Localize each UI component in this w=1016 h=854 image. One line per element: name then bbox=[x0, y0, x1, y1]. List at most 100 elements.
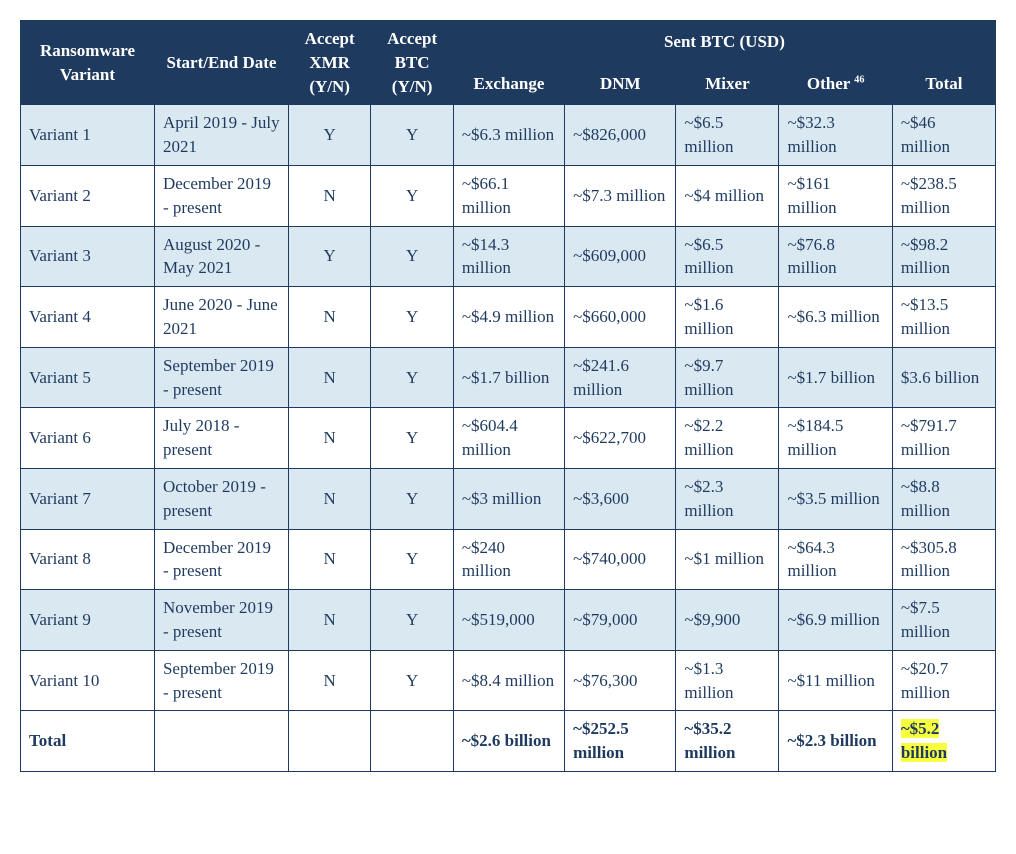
cell-btc: Y bbox=[371, 529, 453, 590]
cell-date: September 2019 - present bbox=[154, 650, 288, 711]
table-row: Variant 3August 2020 - May 2021YY~$14.3 … bbox=[21, 226, 996, 287]
header-mixer: Mixer bbox=[676, 63, 779, 105]
cell-btc: Y bbox=[371, 408, 453, 469]
cell-total: $3.6 billion bbox=[892, 347, 995, 408]
header-accept-btc: Accept BTC (Y/N) bbox=[371, 21, 453, 105]
cell-total: ~$8.8 million bbox=[892, 468, 995, 529]
cell-mixer: ~$9.7 million bbox=[676, 347, 779, 408]
header-total: Total bbox=[892, 63, 995, 105]
cell-variant: Variant 10 bbox=[21, 650, 155, 711]
table-header: Ransomware Variant Start/End Date Accept… bbox=[21, 21, 996, 105]
cell-exchange: ~$519,000 bbox=[453, 590, 564, 651]
cell-other: ~$11 million bbox=[779, 650, 892, 711]
cell-btc: Y bbox=[371, 590, 453, 651]
table-row: Variant 9November 2019 - presentNY~$519,… bbox=[21, 590, 996, 651]
cell-btc: Y bbox=[371, 226, 453, 287]
cell-xmr: N bbox=[288, 165, 370, 226]
cell-variant: Variant 7 bbox=[21, 468, 155, 529]
cell-dnm: ~$76,300 bbox=[565, 650, 676, 711]
cell-dnm: ~$79,000 bbox=[565, 590, 676, 651]
header-sent-btc-group: Sent BTC (USD) bbox=[453, 21, 995, 63]
cell-other: ~$3.5 million bbox=[779, 468, 892, 529]
cell-date: July 2018 - present bbox=[154, 408, 288, 469]
cell-date: August 2020 - May 2021 bbox=[154, 226, 288, 287]
cell-variant: Variant 2 bbox=[21, 165, 155, 226]
table-row: Variant 5September 2019 - presentNY~$1.7… bbox=[21, 347, 996, 408]
ransomware-table: Ransomware Variant Start/End Date Accept… bbox=[20, 20, 996, 772]
cell-xmr: N bbox=[288, 529, 370, 590]
cell-date: September 2019 - present bbox=[154, 347, 288, 408]
cell-other: ~$64.3 million bbox=[779, 529, 892, 590]
header-dnm: DNM bbox=[565, 63, 676, 105]
cell-mixer: ~$9,900 bbox=[676, 590, 779, 651]
cell-date: April 2019 - July 2021 bbox=[154, 105, 288, 166]
total-label: Total bbox=[21, 711, 155, 772]
header-exchange: Exchange bbox=[453, 63, 564, 105]
cell-xmr: Y bbox=[288, 105, 370, 166]
cell-mixer: ~$1.3 million bbox=[676, 650, 779, 711]
cell-other: ~$76.8 million bbox=[779, 226, 892, 287]
table-row: Variant 2December 2019 - presentNY~$66.1… bbox=[21, 165, 996, 226]
cell-other: ~$6.9 million bbox=[779, 590, 892, 651]
cell-date: November 2019 - present bbox=[154, 590, 288, 651]
cell-date: December 2019 - present bbox=[154, 165, 288, 226]
table-row: Variant 7October 2019 - presentNY~$3 mil… bbox=[21, 468, 996, 529]
total-empty-btc bbox=[371, 711, 453, 772]
cell-total: ~$98.2 million bbox=[892, 226, 995, 287]
cell-mixer: ~$2.3 million bbox=[676, 468, 779, 529]
cell-other: ~$32.3 million bbox=[779, 105, 892, 166]
cell-dnm: ~$3,600 bbox=[565, 468, 676, 529]
cell-date: June 2020 - June 2021 bbox=[154, 287, 288, 348]
cell-variant: Variant 6 bbox=[21, 408, 155, 469]
cell-btc: Y bbox=[371, 165, 453, 226]
cell-variant: Variant 1 bbox=[21, 105, 155, 166]
cell-exchange: ~$6.3 million bbox=[453, 105, 564, 166]
cell-variant: Variant 9 bbox=[21, 590, 155, 651]
cell-dnm: ~$7.3 million bbox=[565, 165, 676, 226]
cell-exchange: ~$240 million bbox=[453, 529, 564, 590]
cell-date: December 2019 - present bbox=[154, 529, 288, 590]
cell-mixer: ~$2.2 million bbox=[676, 408, 779, 469]
cell-dnm: ~$609,000 bbox=[565, 226, 676, 287]
cell-dnm: ~$740,000 bbox=[565, 529, 676, 590]
cell-date: October 2019 - present bbox=[154, 468, 288, 529]
header-variant: Ransomware Variant bbox=[21, 21, 155, 105]
total-other: ~$2.3 billion bbox=[779, 711, 892, 772]
cell-btc: Y bbox=[371, 347, 453, 408]
total-mixer: ~$35.2 million bbox=[676, 711, 779, 772]
cell-total: ~$238.5 million bbox=[892, 165, 995, 226]
cell-total: ~$20.7 million bbox=[892, 650, 995, 711]
cell-xmr: N bbox=[288, 468, 370, 529]
table-total-row: Total~$2.6 billion~$252.5 million~$35.2 … bbox=[21, 711, 996, 772]
cell-exchange: ~$4.9 million bbox=[453, 287, 564, 348]
total-exchange: ~$2.6 billion bbox=[453, 711, 564, 772]
cell-variant: Variant 5 bbox=[21, 347, 155, 408]
cell-btc: Y bbox=[371, 105, 453, 166]
cell-exchange: ~$14.3 million bbox=[453, 226, 564, 287]
cell-exchange: ~$604.4 million bbox=[453, 408, 564, 469]
cell-exchange: ~$1.7 billion bbox=[453, 347, 564, 408]
cell-xmr: N bbox=[288, 650, 370, 711]
cell-btc: Y bbox=[371, 287, 453, 348]
header-other-text: Other bbox=[807, 74, 854, 93]
cell-btc: Y bbox=[371, 650, 453, 711]
cell-other: ~$1.7 billion bbox=[779, 347, 892, 408]
cell-mixer: ~$6.5 million bbox=[676, 105, 779, 166]
header-date: Start/End Date bbox=[154, 21, 288, 105]
header-accept-xmr: Accept XMR (Y/N) bbox=[288, 21, 370, 105]
cell-variant: Variant 3 bbox=[21, 226, 155, 287]
cell-mixer: ~$1 million bbox=[676, 529, 779, 590]
highlight-span: ~$5.2 billion bbox=[901, 719, 947, 762]
cell-dnm: ~$622,700 bbox=[565, 408, 676, 469]
cell-other: ~$161 million bbox=[779, 165, 892, 226]
cell-xmr: Y bbox=[288, 226, 370, 287]
cell-total: ~$7.5 million bbox=[892, 590, 995, 651]
table-row: Variant 8December 2019 - presentNY~$240 … bbox=[21, 529, 996, 590]
header-other-footnote: 46 bbox=[854, 74, 864, 85]
cell-variant: Variant 4 bbox=[21, 287, 155, 348]
cell-xmr: N bbox=[288, 408, 370, 469]
table-row: Variant 10September 2019 - presentNY~$8.… bbox=[21, 650, 996, 711]
total-grand: ~$5.2 billion bbox=[892, 711, 995, 772]
table-row: Variant 1April 2019 - July 2021YY~$6.3 m… bbox=[21, 105, 996, 166]
table-row: Variant 4June 2020 - June 2021NY~$4.9 mi… bbox=[21, 287, 996, 348]
